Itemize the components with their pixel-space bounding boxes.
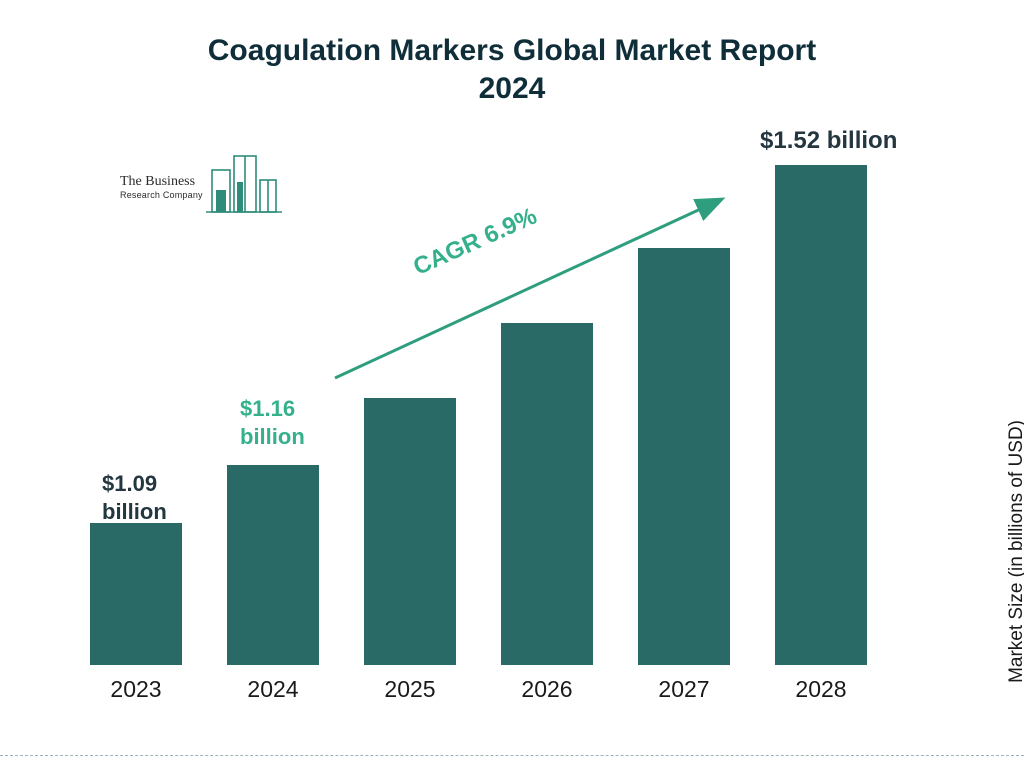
bar: [775, 165, 867, 665]
x-axis-labels: 2023 2024 2025 2026 2027 2028: [90, 670, 910, 710]
title-line2: 2024: [479, 72, 546, 105]
chart-title: Coagulation Markers Global Market Report…: [0, 32, 1024, 107]
bar: [227, 465, 319, 665]
x-label: 2025: [364, 676, 456, 703]
x-label: 2027: [638, 676, 730, 703]
title-line1: Coagulation Markers Global Market Report: [208, 34, 816, 67]
x-label: 2028: [775, 676, 867, 703]
bottom-divider: [0, 755, 1024, 756]
x-label: 2023: [90, 676, 182, 703]
value-label: $1.09billion: [102, 470, 167, 525]
y-axis-title: Market Size (in billions of USD): [1006, 420, 1024, 683]
value-label: $1.52 billion: [760, 126, 897, 156]
bar: [501, 323, 593, 665]
bar: [90, 523, 182, 665]
x-label: 2026: [501, 676, 593, 703]
bar: [638, 248, 730, 665]
bar: [364, 398, 456, 665]
value-label: $1.16billion: [240, 395, 305, 450]
x-label: 2024: [227, 676, 319, 703]
